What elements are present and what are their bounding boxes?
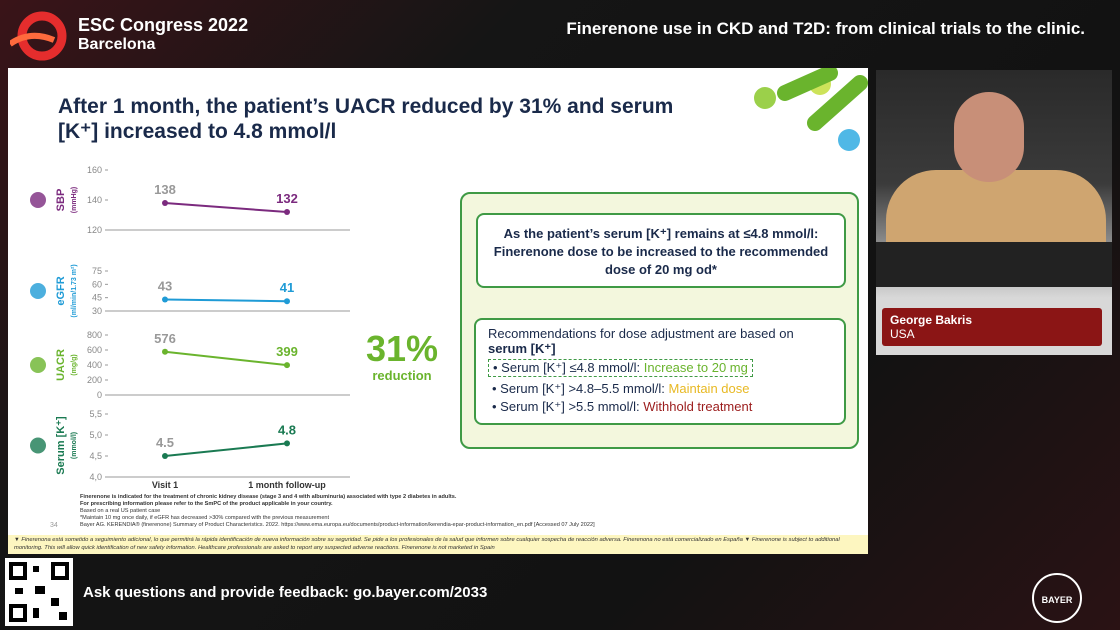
y-tick-label: 30 bbox=[92, 306, 102, 316]
panel-icon bbox=[30, 283, 46, 299]
rec-action: Increase to 20 mg bbox=[643, 360, 748, 375]
x-tick-label: Visit 1 bbox=[152, 480, 178, 490]
data-point bbox=[284, 362, 290, 369]
reduction: 31% reduction bbox=[352, 328, 452, 384]
x-tick-label: 1 month follow-up bbox=[248, 480, 326, 490]
reduction-value: 31% bbox=[365, 328, 439, 369]
city: Barcelona bbox=[78, 36, 156, 53]
value-label: 138 bbox=[154, 182, 176, 197]
y-tick-label: 400 bbox=[87, 360, 102, 370]
panel-icon bbox=[30, 192, 46, 208]
rec-item: • Serum [K⁺] >5.5 mmol/l: Withhold treat… bbox=[492, 399, 753, 414]
footnote: Based on a real US patient case bbox=[80, 508, 161, 514]
y-tick-label: 45 bbox=[92, 293, 102, 303]
panel-name: eGFR bbox=[55, 276, 67, 305]
esc-logo bbox=[10, 11, 67, 61]
page-number: 34 bbox=[50, 522, 58, 529]
rec-text: Serum [K⁺] >4.8–5.5 mmol/l: bbox=[500, 381, 665, 396]
y-tick-label: 160 bbox=[87, 165, 102, 175]
recommendation-box: Recommendations for dose adjustment are … bbox=[474, 318, 846, 425]
congress: ESC Congress 2022 Barcelona bbox=[78, 15, 248, 55]
lectern bbox=[876, 242, 1112, 287]
data-point bbox=[284, 440, 290, 447]
y-tick-label: 5,5 bbox=[89, 409, 102, 419]
data-point bbox=[162, 200, 168, 206]
data-line bbox=[164, 298, 288, 303]
value-label: 4.8 bbox=[278, 422, 296, 437]
slide-title: After 1 month, the patient’s UACR reduce… bbox=[58, 95, 674, 143]
data-point bbox=[162, 296, 168, 303]
y-tick-label: 60 bbox=[92, 279, 102, 289]
feedback: Ask questions and provide feedback: go.b… bbox=[83, 584, 488, 601]
value-label: 399 bbox=[276, 344, 298, 359]
y-tick-label: 140 bbox=[87, 195, 102, 205]
rec-action: Maintain dose bbox=[668, 381, 750, 396]
panel-name: UACR bbox=[55, 349, 67, 381]
value-label: 41 bbox=[280, 280, 294, 295]
data-line bbox=[164, 350, 288, 367]
data-line bbox=[164, 442, 288, 457]
rec-action: Withhold treatment bbox=[643, 399, 753, 414]
rec-heading-text: Recommendations for dose adjustment are … bbox=[488, 326, 794, 341]
rec-text: Serum [K⁺] >5.5 mmol/l: bbox=[500, 399, 640, 414]
rec-heading-bold: serum [K⁺] bbox=[488, 341, 556, 356]
session-title: Finerenone use in CKD and T2D: from clin… bbox=[566, 19, 1085, 38]
data-point bbox=[162, 453, 168, 459]
bayer-logo: BAYER bbox=[1032, 573, 1082, 623]
panel-unit: (mmHg) bbox=[71, 187, 78, 213]
rec-item: • Serum [K⁺] >4.8–5.5 mmol/l: Maintain d… bbox=[492, 381, 750, 396]
name-card: George Bakris USA bbox=[882, 308, 1102, 346]
dose-box: As the patient’s serum [K⁺] remains at ≤… bbox=[476, 213, 846, 288]
footnote: *Maintain 10 mg once daily, if eGFR has … bbox=[80, 515, 330, 521]
footnote: Bayer AG. KERENDIA® (finerenone) Summary… bbox=[80, 522, 595, 528]
panel-icon bbox=[30, 437, 46, 454]
reduction-label: reduction bbox=[372, 368, 432, 383]
panel-name: SBP bbox=[55, 189, 67, 212]
speaker-head bbox=[954, 92, 1024, 182]
value-label: 132 bbox=[276, 191, 298, 206]
rec-text: Serum [K⁺] ≤4.8 mmol/l: bbox=[501, 360, 641, 375]
panel-unit: (ml/min/1.73 m²) bbox=[71, 264, 78, 317]
value-label: 576 bbox=[154, 331, 176, 346]
congress-name: ESC Congress 2022 bbox=[78, 15, 249, 35]
y-tick-label: 120 bbox=[87, 225, 102, 235]
panel-name: Serum [K⁺] bbox=[55, 416, 67, 475]
data-point bbox=[284, 298, 290, 305]
data-point bbox=[284, 209, 290, 215]
y-tick-label: 4,5 bbox=[89, 451, 102, 461]
speaker-country: USA bbox=[890, 327, 915, 341]
slide-decoration bbox=[754, 68, 868, 151]
qr-code bbox=[5, 558, 73, 626]
panel-icon bbox=[30, 357, 46, 373]
y-tick-label: 75 bbox=[92, 266, 102, 276]
speaker-name: George Bakris bbox=[890, 313, 973, 327]
footnote: Finerenone is indicated for the treatmen… bbox=[80, 494, 457, 500]
y-tick-label: 200 bbox=[87, 375, 102, 385]
y-tick-label: 5,0 bbox=[89, 430, 102, 440]
panel-unit: (mmol/l) bbox=[71, 432, 78, 459]
panel-unit: (mg/g) bbox=[71, 354, 78, 375]
y-tick-label: 600 bbox=[87, 345, 102, 355]
y-tick-label: 4,0 bbox=[89, 472, 102, 482]
data-point bbox=[162, 348, 168, 355]
value-label: 4.5 bbox=[156, 435, 174, 450]
value-label: 43 bbox=[158, 278, 172, 293]
y-tick-label: 800 bbox=[87, 330, 102, 340]
disclaimer: ▼ Finerenona está sometido a seguimiento… bbox=[8, 535, 868, 554]
rec-item: • Serum [K⁺] ≤4.8 mmol/l: Increase to 20… bbox=[488, 359, 753, 377]
speaker-video: George Bakris USA bbox=[876, 70, 1112, 355]
rec-heading: Recommendations for dose adjustment are … bbox=[488, 326, 832, 357]
footnotes: Finerenone is indicated for the treatmen… bbox=[80, 494, 680, 529]
data-line bbox=[164, 202, 288, 213]
y-tick-label: 0 bbox=[97, 390, 102, 400]
footnote: For prescribing information please refer… bbox=[80, 501, 333, 507]
